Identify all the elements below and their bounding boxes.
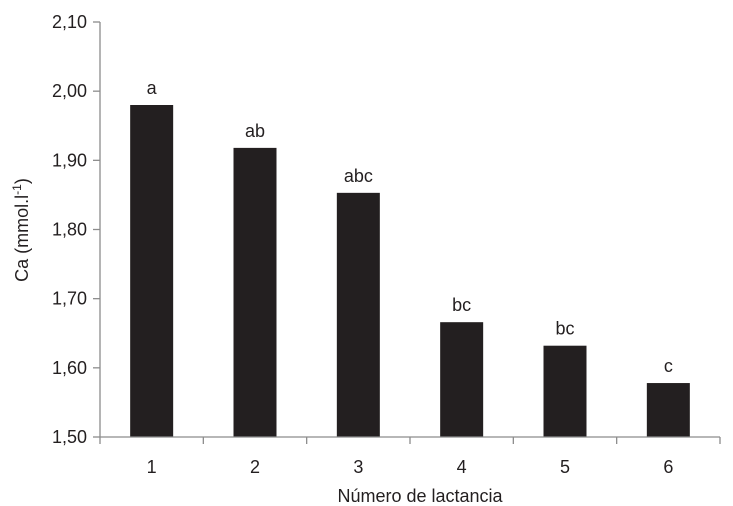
- bar-label-6: c: [664, 356, 673, 376]
- bars: [130, 105, 690, 437]
- y-axis-title-main: Ca (mmol.l: [12, 195, 32, 282]
- bar-2: [233, 147, 277, 437]
- bar-3: [336, 192, 380, 437]
- y-axis: 1,50 1,60 1,70 1,80 1,90 2,00 2,10: [52, 12, 100, 447]
- y-tick-label: 1,80: [52, 220, 87, 240]
- bar-label-2: ab: [245, 121, 265, 141]
- y-tick-label: 2,10: [52, 12, 87, 32]
- y-axis-title-superscript: -1: [10, 184, 24, 195]
- y-tick-label: 1,70: [52, 289, 87, 309]
- y-axis-title: Ca (mmol.l-1): [10, 178, 32, 282]
- y-tick-label: 1,90: [52, 150, 87, 170]
- significance-labels: a ab abc bc bc c: [147, 78, 673, 376]
- bar-label-4: bc: [452, 295, 471, 315]
- x-axis-title: Número de lactancia: [337, 486, 503, 506]
- bar-label-1: a: [147, 78, 158, 98]
- bar-5: [543, 345, 587, 437]
- x-tick-label: 4: [457, 457, 467, 477]
- bar-label-5: bc: [555, 319, 574, 339]
- y-axis-title-end: ): [12, 178, 32, 184]
- y-tick-label: 2,00: [52, 81, 87, 101]
- x-tick-label: 3: [353, 457, 363, 477]
- y-tick-label: 1,50: [52, 427, 87, 447]
- bar-6: [646, 383, 690, 437]
- x-axis: 1 2 3 4 5 6: [99, 437, 721, 477]
- x-tick-label: 5: [560, 457, 570, 477]
- x-tick-label: 6: [663, 457, 673, 477]
- x-tick-label: 1: [147, 457, 157, 477]
- y-tick-label: 1,60: [52, 358, 87, 378]
- bar-1: [130, 105, 174, 437]
- bar-4: [440, 322, 484, 437]
- x-tick-label: 2: [250, 457, 260, 477]
- bar-label-3: abc: [344, 166, 373, 186]
